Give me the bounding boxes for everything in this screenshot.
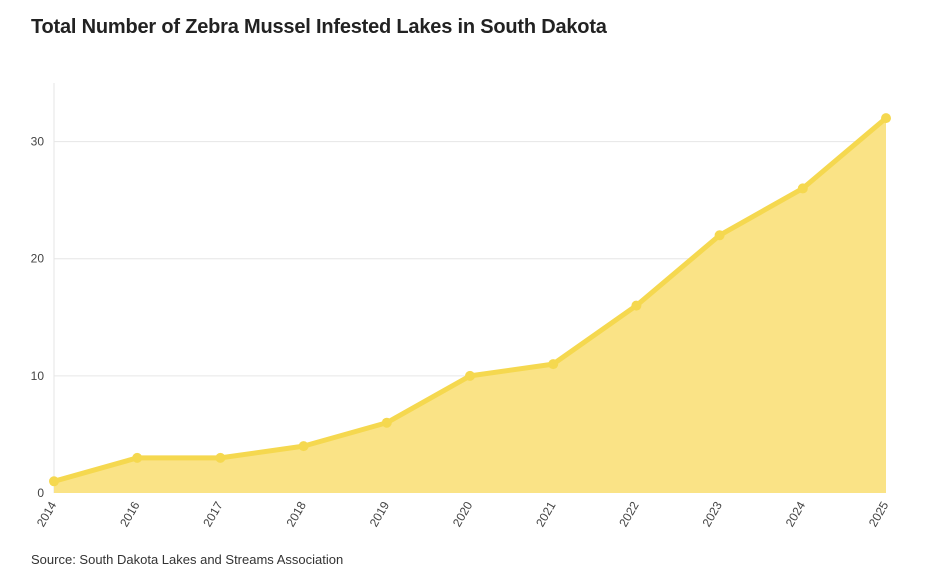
data-point [215,452,226,463]
data-point [797,183,808,194]
x-tick-label: 2017 [200,499,226,529]
data-point [49,476,59,487]
x-tick-label: 2021 [533,499,559,529]
y-tick-label: 20 [31,252,45,266]
x-tick-label: 2024 [783,499,809,529]
data-point [631,300,642,311]
x-tick-label: 2025 [866,499,892,529]
x-axis-ticks: 2014 2016 2017 2018 2019 2020 2021 2022 2023 2024… [34,499,892,529]
data-point [132,452,143,463]
data-point [465,370,475,381]
x-tick-label: 2023 [699,499,725,529]
x-tick-label: 2020 [450,499,476,529]
y-axis-ticks: 0 10 20 30 [31,135,45,500]
data-point [714,230,725,241]
y-tick-label: 10 [31,369,45,383]
source-note: Source: South Dakota Lakes and Streams A… [31,552,344,567]
x-tick-label: 2016 [117,499,143,529]
y-tick-label: 30 [31,135,45,149]
data-point [298,441,309,452]
x-tick-label: 2014 [34,499,60,529]
y-tick-label: 0 [37,486,44,500]
x-tick-label: 2022 [616,499,642,529]
x-tick-label: 2018 [283,499,309,529]
data-point [381,417,392,428]
data-point [548,359,559,370]
area-fill [54,118,886,493]
data-point [881,113,891,124]
x-tick-label: 2019 [367,499,393,529]
chart-title: Total Number of Zebra Mussel Infested La… [31,16,607,38]
data-points [49,113,891,487]
